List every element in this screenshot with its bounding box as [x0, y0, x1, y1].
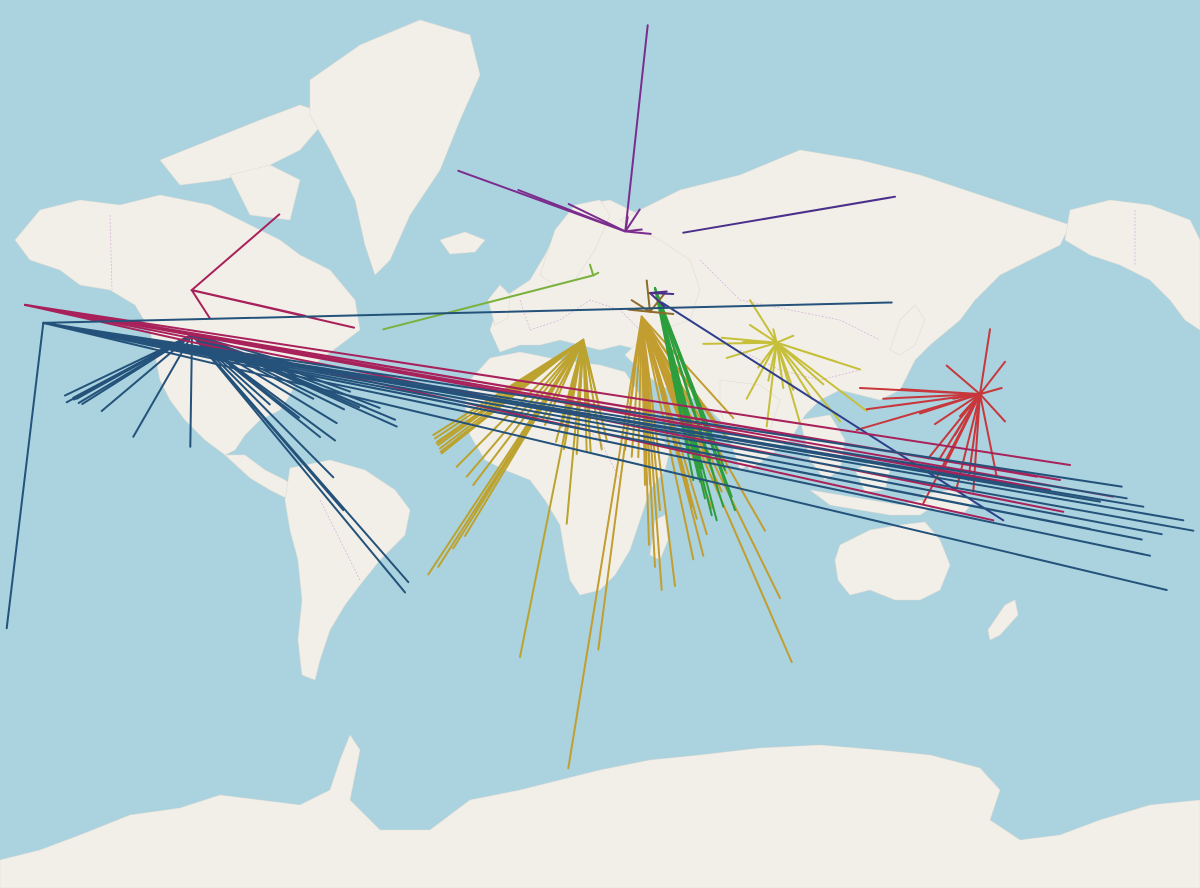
route-madrid-9	[465, 338, 585, 478]
route-norway-4	[624, 208, 641, 233]
route-hong-kong-16	[979, 387, 1003, 396]
route-rome-8	[640, 315, 663, 591]
route-rome-12	[640, 315, 695, 561]
route-alaska-east-1	[42, 321, 1151, 557]
route-rome-34	[640, 315, 690, 488]
route-hong-kong-9	[859, 387, 981, 396]
route-la-east-0	[24, 303, 1071, 466]
route-hong-kong-10	[945, 364, 981, 396]
route-rome-10	[597, 315, 643, 651]
route-san-francisco-16	[191, 333, 406, 594]
route-hong-kong-3	[934, 393, 981, 426]
route-cz-1	[649, 292, 675, 295]
route-istanbul-12	[775, 341, 813, 400]
route-hong-kong-15	[979, 360, 1006, 396]
route-hong-kong-13	[959, 393, 981, 418]
route-central-europe-2	[649, 310, 675, 315]
route-rome-11	[567, 315, 643, 770]
route-la-east-7	[24, 303, 1115, 498]
route-alaska-east-3	[42, 321, 1163, 536]
south-america	[284, 459, 411, 681]
route-san-francisco-17	[191, 333, 410, 584]
flight-routes	[5, 24, 1195, 770]
route-hong-kong-8	[882, 393, 981, 400]
japan	[889, 304, 926, 356]
route-alaska-east-12	[42, 301, 893, 324]
route-central-europe-4	[627, 308, 651, 313]
route-alaska-east-2	[42, 321, 1168, 591]
east-siberia-alaska	[1064, 199, 1200, 331]
route-central-europe-0	[630, 299, 651, 313]
route-rome-27	[640, 315, 735, 419]
route-istanbul-3	[725, 341, 778, 359]
route-madrid-27	[582, 338, 603, 451]
route-istanbul-2	[772, 328, 778, 344]
route-istanbul-20	[775, 334, 795, 344]
route-istanbul-19	[749, 324, 778, 344]
route-rome-0	[637, 315, 643, 459]
route-istanbul-18	[765, 341, 778, 428]
route-india-route-0	[660, 301, 1005, 522]
route-hong-kong-6	[855, 393, 981, 431]
route-seattle-0	[190, 213, 281, 292]
route-alaska-east-0	[5, 321, 45, 630]
route-norway-7	[624, 230, 652, 235]
route-madrid-10	[472, 338, 585, 486]
iceland	[439, 231, 486, 255]
route-hong-kong-22	[979, 393, 998, 478]
southeast-asia	[799, 414, 846, 481]
route-seattle-2	[190, 289, 307, 317]
route-norway-0	[624, 24, 649, 233]
route-norway-3	[567, 203, 627, 233]
route-alaska-east-5	[42, 321, 1195, 532]
route-new-york-bound-2	[592, 271, 600, 277]
land-masses	[0, 19, 1200, 888]
route-norway-2	[517, 189, 627, 233]
route-central-europe-3	[645, 279, 651, 313]
uk	[487, 284, 511, 326]
route-madrid-15	[427, 338, 585, 576]
route-istanbul-8	[745, 341, 778, 400]
route-la-east-5	[24, 303, 995, 522]
route-vienna-12	[654, 287, 711, 461]
route-alaska-east-11	[42, 321, 1145, 508]
new-zealand	[987, 599, 1019, 641]
route-istanbul-5	[702, 341, 778, 345]
route-rome-32	[640, 315, 793, 663]
arctic-islands	[159, 104, 331, 186]
route-baltic-0	[682, 195, 896, 234]
antarctica	[0, 734, 1200, 888]
route-istanbul-15	[775, 341, 861, 371]
australia	[834, 521, 951, 601]
greenland	[309, 19, 481, 276]
route-seattle-3	[190, 289, 211, 320]
route-norway-5	[624, 216, 629, 233]
baffin	[229, 164, 301, 221]
route-istanbul-17	[775, 341, 868, 412]
route-madrid-7	[440, 338, 585, 455]
route-alaska-east-8	[42, 321, 1123, 488]
route-new-york-bound-1	[589, 263, 595, 277]
route-alaska-east-10	[42, 321, 1091, 530]
route-istanbul-1	[749, 299, 778, 344]
route-new-york-bound-0	[382, 274, 595, 331]
route-hong-kong-14	[979, 328, 991, 396]
route-cz-2	[649, 292, 666, 309]
route-hong-kong-17	[979, 393, 1006, 423]
route-hong-kong-12	[952, 393, 981, 400]
